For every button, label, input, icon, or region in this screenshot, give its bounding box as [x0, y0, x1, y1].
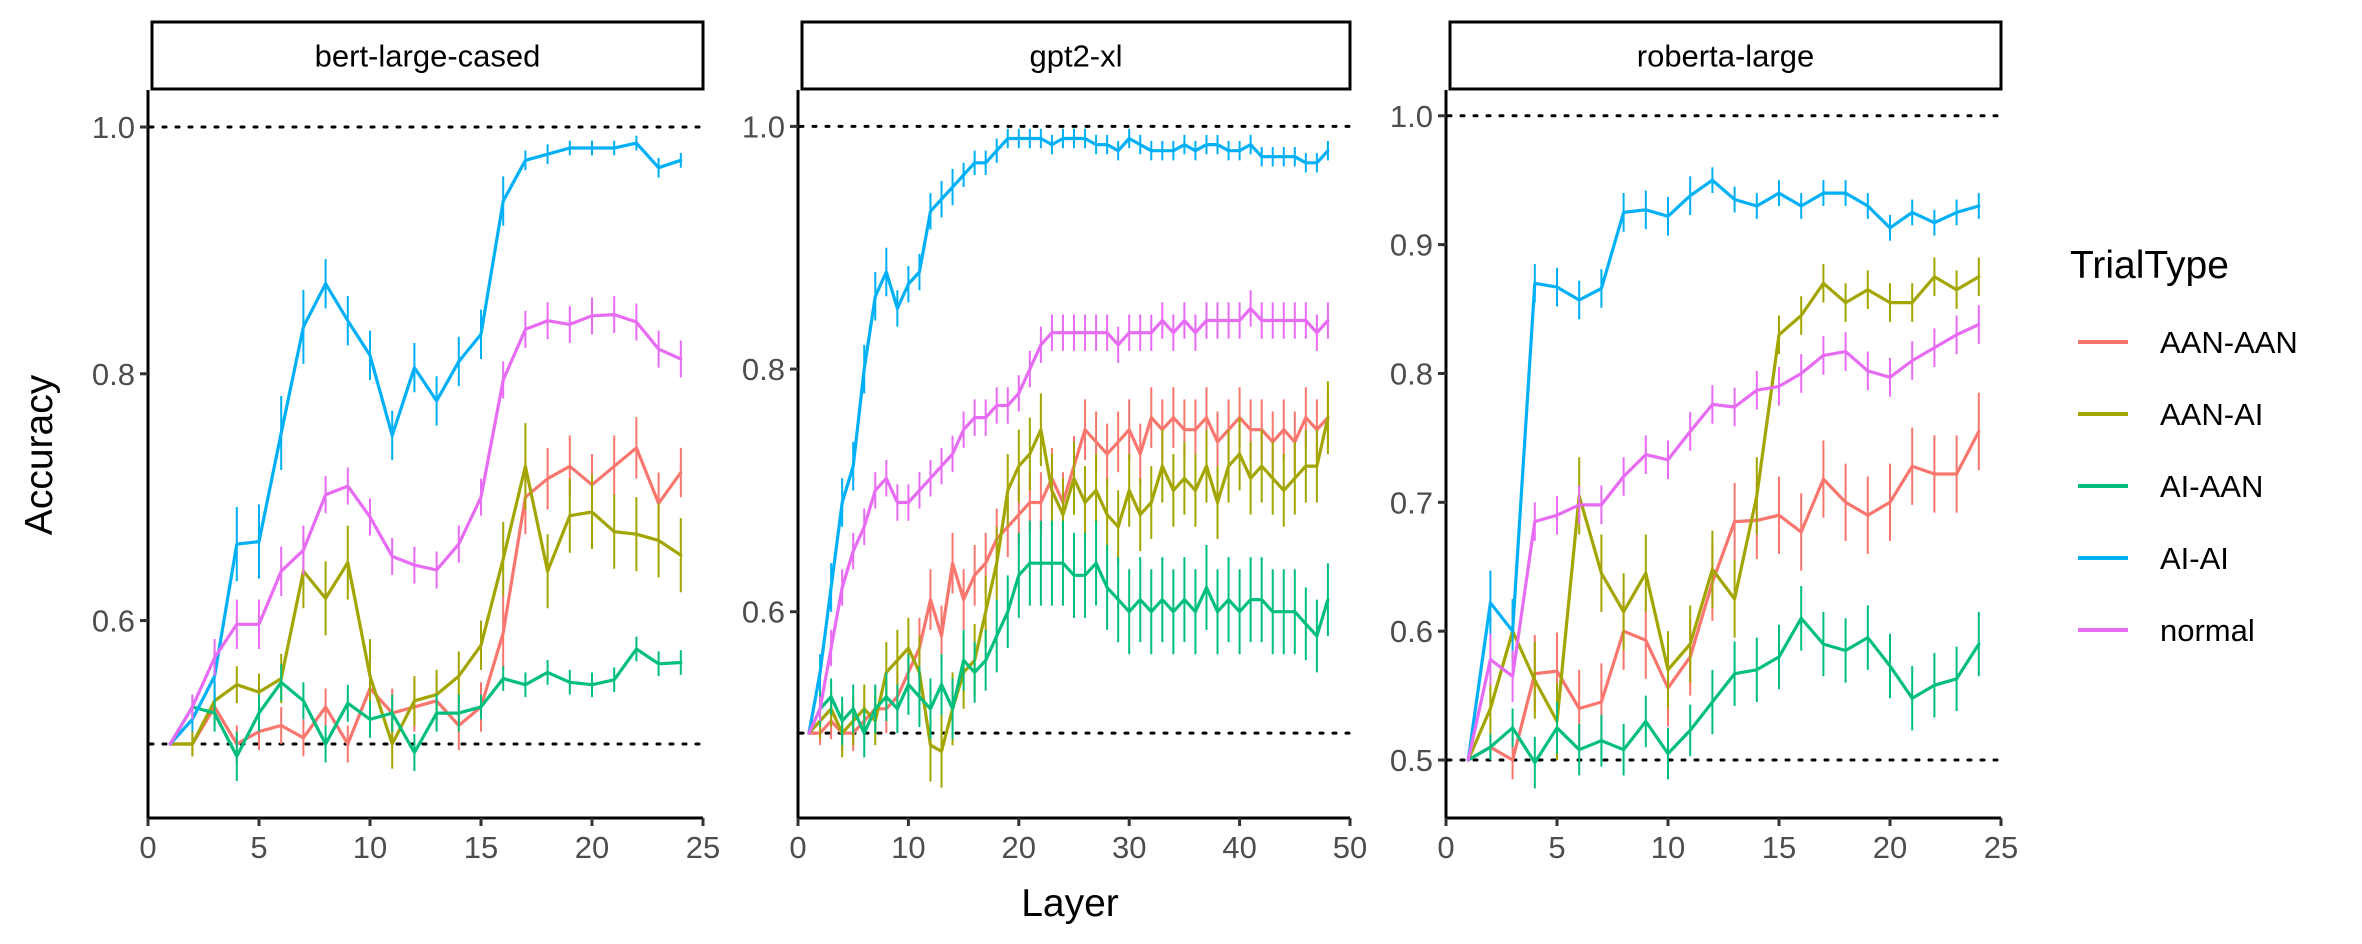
- legend-item-AI-AAN: AI-AAN: [2078, 469, 2263, 504]
- series-line: [168, 313, 683, 746]
- legend-item-AAN-AAN: AAN-AAN: [2078, 325, 2298, 360]
- legend-item-normal: normal: [2078, 613, 2255, 648]
- x-axis-title: Layer: [1021, 882, 1119, 925]
- y-tick-label: 0.8: [1390, 356, 1433, 391]
- x-tick-label: 25: [1984, 830, 2018, 865]
- x-tick-label: 0: [139, 830, 156, 865]
- series-AI-AI: [168, 135, 683, 746]
- x-tick-label: 50: [1333, 830, 1367, 865]
- y-tick-label: 0.8: [742, 352, 785, 387]
- strip-box: [150, 20, 705, 91]
- y-tick-label: 0.5: [1390, 743, 1433, 778]
- series-normal: [168, 296, 683, 746]
- panel-bert-large-cased: bert-large-cased 0.6 0.8 1.0 0 5 10 15 20 25: [92, 20, 720, 865]
- y-tick-label: 1.0: [92, 110, 135, 145]
- legend-label: AI-AAN: [2160, 469, 2263, 504]
- x-tick-label: 25: [686, 830, 720, 865]
- x-tick-label: 10: [1651, 830, 1685, 865]
- legend-item-AAN-AI: AAN-AI: [2078, 397, 2263, 432]
- strip-label: gpt2-xl: [1029, 39, 1122, 74]
- series-normal: [1466, 305, 1981, 762]
- series-line: [168, 647, 683, 758]
- series-line: [1466, 429, 1981, 762]
- series-line: [807, 416, 1330, 753]
- x-tick-label: 0: [789, 830, 806, 865]
- panel-roberta-large: roberta-large 0.5 0.6 0.7 0.8 0.9 1.0 0 5 10 15 20 2…: [1390, 20, 2018, 865]
- x-tick-label: 20: [1873, 830, 1907, 865]
- x-tick-label: 40: [1222, 830, 1256, 865]
- strip-label: roberta-large: [1637, 39, 1814, 74]
- panels-layer: bert-large-cased 0.6 0.8 1.0 0 5 10 15 20 25 gpt2-…: [92, 20, 2018, 865]
- series-normal: [807, 290, 1330, 735]
- y-tick-label: 0.9: [1390, 228, 1433, 263]
- x-tick-label: 30: [1112, 830, 1146, 865]
- legend: TrialType AAN-AAN AAN-AI AI-AAN AI-AI normal: [2070, 244, 2298, 648]
- y-tick-label: 0.7: [1390, 485, 1433, 520]
- x-tick-label: 5: [250, 830, 267, 865]
- x-tick-label: 15: [464, 830, 498, 865]
- y-tick-label: 0.6: [742, 595, 785, 630]
- x-tick-label: 10: [353, 830, 387, 865]
- x-tick-label: 10: [891, 830, 925, 865]
- series-AI-AI: [807, 128, 1330, 735]
- legend-title: TrialType: [2070, 244, 2229, 287]
- x-tick-label: 20: [575, 830, 609, 865]
- series-line: [1466, 275, 1981, 762]
- legend-label: AAN-AI: [2160, 397, 2263, 432]
- x-tick-label: 5: [1548, 830, 1565, 865]
- series-line: [807, 416, 1330, 735]
- series-AAN-AAN: [168, 416, 683, 763]
- y-tick-label: 0.8: [92, 357, 135, 392]
- series-line: [807, 306, 1330, 735]
- x-tick-label: 20: [1002, 830, 1036, 865]
- series-AI-AAN: [168, 636, 683, 781]
- y-tick-label: 0.6: [92, 604, 135, 639]
- series-line: [1466, 616, 1981, 765]
- legend-label: AI-AI: [2160, 541, 2229, 576]
- panel-gpt2-xl: gpt2-xl 0.6 0.8 1.0 0 10 20 30 40 50: [742, 20, 1367, 865]
- series-line: [168, 446, 683, 746]
- series-line: [168, 141, 683, 746]
- y-tick-label: 1.0: [742, 109, 785, 144]
- series-line: [807, 561, 1330, 735]
- series-line: [168, 464, 683, 746]
- series-AI-AAN: [807, 520, 1330, 758]
- legend-item-AI-AI: AI-AI: [2078, 541, 2229, 576]
- y-tick-label: 1.0: [1390, 99, 1433, 134]
- y-axis-title: Accuracy: [18, 374, 61, 535]
- series-line: [1466, 322, 1981, 762]
- series-line: [1466, 178, 1981, 762]
- legend-label: AAN-AAN: [2160, 325, 2298, 360]
- x-tick-label: 15: [1762, 830, 1796, 865]
- strip-box: [800, 20, 1352, 91]
- series-AI-AAN: [1466, 586, 1981, 789]
- x-tick-label: 0: [1437, 830, 1454, 865]
- strip-label: bert-large-cased: [315, 39, 541, 74]
- y-tick-label: 0.6: [1390, 614, 1433, 649]
- series-line: [807, 136, 1330, 735]
- legend-label: normal: [2160, 613, 2255, 648]
- strip-box: [1448, 20, 2003, 91]
